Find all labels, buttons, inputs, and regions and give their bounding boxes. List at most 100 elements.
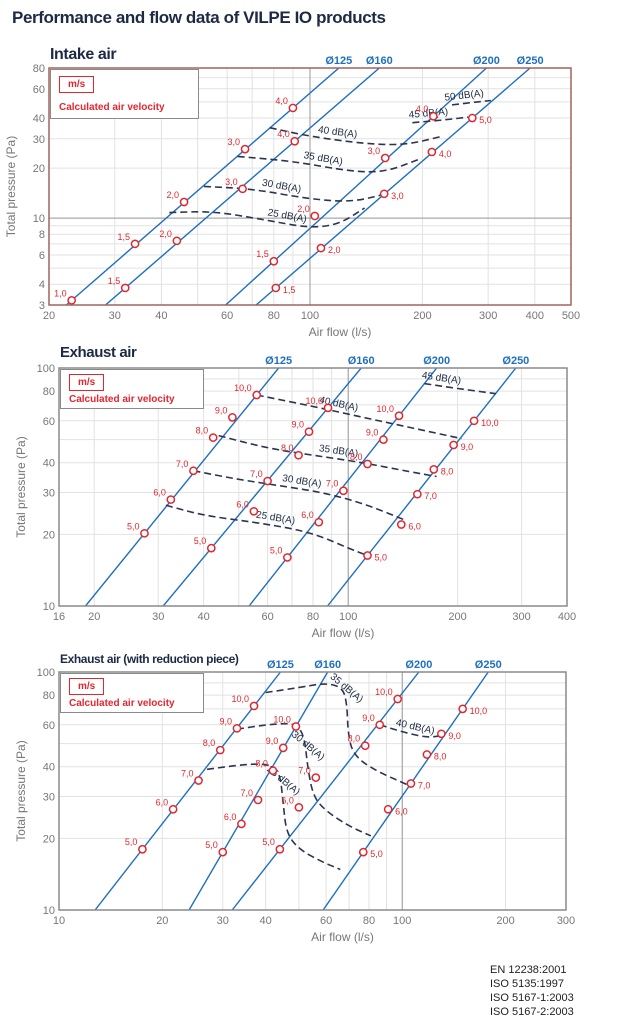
x-tick-label: 80 [268, 310, 280, 322]
x-tick-label: 100 [393, 915, 411, 927]
noise-curve [169, 207, 365, 228]
noise-curve [236, 722, 372, 837]
velocity-label: 6,0 [408, 522, 421, 532]
legend-description: Calculated air velocity [59, 102, 165, 113]
velocity-label: 8,0 [255, 759, 268, 769]
velocity-marker [252, 390, 262, 400]
velocity-label: 8,0 [441, 466, 454, 476]
duct-label: Ø200 [473, 55, 500, 67]
duct-line-d160 [188, 672, 329, 910]
velocity-marker [380, 153, 390, 163]
velocity-label: 9,0 [461, 442, 474, 452]
velocity-marker [396, 520, 406, 529]
velocity-marker [278, 743, 288, 753]
velocity-marker [291, 722, 301, 731]
velocity-label: 3,0 [225, 177, 238, 187]
velocity-marker [363, 551, 372, 560]
standard-1: EN 12238:2001 [490, 964, 567, 976]
y-tick-label: 80 [43, 690, 55, 702]
x-tick-label: 30 [217, 915, 229, 927]
y-tick-label: 10 [43, 905, 55, 917]
velocity-marker [232, 723, 242, 733]
duct-label: Ø200 [405, 659, 432, 671]
y-axis-label: Total pressure (Pa) [14, 740, 28, 841]
velocity-label: 6,0 [281, 795, 294, 805]
velocity-marker [427, 147, 437, 157]
x-tick-label: 200 [413, 310, 431, 322]
plot-frame [58, 367, 568, 607]
duct-label: Ø125 [325, 55, 352, 67]
velocity-marker [379, 189, 389, 199]
velocity-marker [288, 103, 298, 113]
x-axis-label: Air flow (l/s) [311, 930, 374, 944]
chart-title-intake: Intake air [50, 46, 117, 63]
x-tick-label: 60 [221, 310, 233, 322]
velocity-marker [179, 197, 189, 207]
page-title: Performance and flow data of VILPE IO pr… [12, 8, 386, 27]
velocity-label: 9,0 [291, 420, 304, 430]
velocity-label: 8,0 [196, 426, 209, 436]
velocity-label: 7,0 [418, 781, 431, 791]
velocity-label: 5,0 [370, 849, 383, 859]
velocity-label: 1,5 [108, 276, 121, 286]
velocity-marker [215, 745, 225, 755]
velocity-marker [323, 403, 333, 413]
velocity-marker [253, 795, 263, 805]
velocity-label: 10,0 [306, 396, 324, 406]
velocity-marker [172, 236, 182, 246]
velocity-label: 4,0 [439, 149, 452, 159]
velocity-label: 3,0 [368, 146, 381, 156]
velocity-marker [360, 741, 370, 751]
velocity-label: 7,0 [298, 766, 311, 776]
velocity-marker [275, 844, 285, 854]
x-tick-label: 300 [557, 915, 575, 927]
duct-label: Ø200 [423, 355, 450, 367]
velocity-label: 5,0 [194, 536, 207, 546]
velocity-label: 7,0 [176, 459, 189, 469]
duct-label: Ø125 [267, 659, 294, 671]
velocity-marker [316, 243, 326, 253]
legend-exhaust: m/s Calculated air velocity [60, 369, 204, 409]
y-axis-label: Total pressure (Pa) [14, 436, 28, 537]
legend-unit: m/s [59, 76, 95, 93]
y-tick-label: 10 [33, 213, 45, 225]
plot-frame [58, 671, 567, 911]
velocity-marker [429, 465, 439, 474]
velocity-marker [218, 847, 228, 857]
velocity-label: 7,0 [250, 469, 263, 479]
velocity-label: 4,0 [275, 96, 288, 106]
velocity-marker [458, 704, 468, 714]
velocity-marker [140, 528, 149, 538]
velocity-marker [363, 459, 372, 469]
noise-curve-label: 45 dB(A) [408, 107, 448, 121]
duct-label: Ø250 [475, 659, 502, 671]
velocity-label: 8,0 [350, 452, 363, 462]
velocity-marker [383, 804, 393, 814]
y-tick-label: 20 [43, 833, 55, 845]
velocity-label: 2,0 [159, 229, 172, 239]
x-tick-label: 30 [152, 611, 164, 623]
legend-exhaust-reduction: m/s Calculated air velocity [60, 673, 204, 713]
velocity-label: 7,0 [181, 769, 194, 779]
y-tick-label: 100 [37, 667, 55, 679]
duct-line-d200 [225, 68, 487, 305]
velocity-label: 3,0 [391, 191, 404, 201]
duct-label: Ø160 [348, 355, 375, 367]
x-tick-label: 500 [562, 310, 580, 322]
velocity-marker [304, 427, 314, 437]
velocity-marker [249, 701, 259, 711]
noise-curve [256, 394, 462, 440]
velocity-label: 10,0 [377, 404, 395, 414]
y-tick-label: 30 [43, 487, 55, 499]
noise-curve-label: 40 dB(A) [317, 125, 358, 141]
velocity-marker [394, 411, 404, 421]
velocity-label: 4,0 [277, 129, 290, 139]
x-tick-label: 16 [53, 611, 65, 623]
duct-label: Ø250 [517, 55, 544, 67]
velocity-label: 1,5 [256, 249, 269, 259]
velocity-label: 9,0 [219, 716, 232, 726]
x-tick-label: 300 [512, 611, 530, 623]
legend-intake: m/s Calculated air velocity [50, 69, 199, 119]
